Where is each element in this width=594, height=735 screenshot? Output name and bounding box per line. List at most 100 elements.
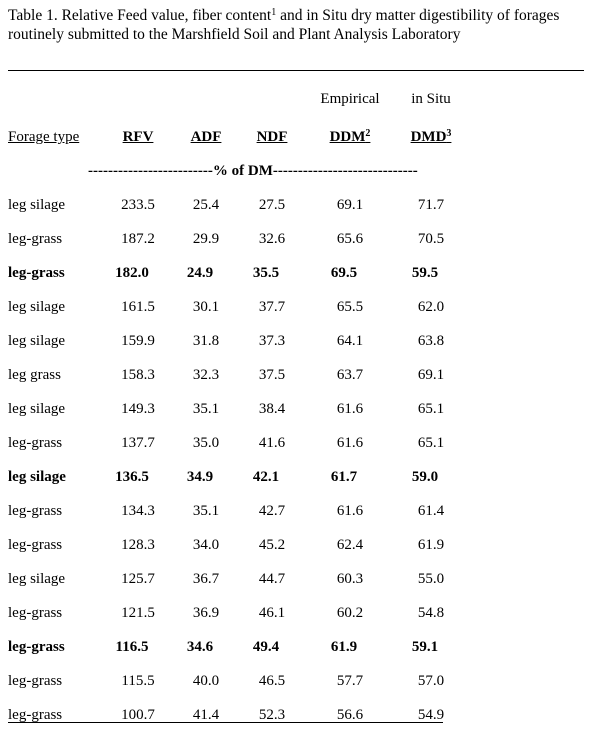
value-cell: 34.9: [186, 469, 214, 485]
value-cell: 57.0: [417, 673, 445, 689]
value-cell: 128.3: [121, 537, 155, 553]
value-cell: 60.2: [336, 605, 364, 621]
forage-type: leg-grass: [8, 265, 65, 281]
value-cell: 42.7: [258, 503, 286, 519]
value-cell: 115.5: [121, 673, 155, 689]
value-cell: 56.6: [336, 707, 364, 723]
footnote-mark: 3: [446, 128, 452, 139]
column-header: ADF: [191, 128, 222, 146]
column-header: RFV: [123, 128, 154, 146]
value-cell: 59.5: [411, 265, 439, 281]
value-cell: 61.9: [330, 639, 358, 655]
value-cell: 59.0: [411, 469, 439, 485]
value-cell: 37.7: [258, 299, 286, 315]
value-cell: 71.7: [417, 197, 445, 213]
value-cell: 69.1: [417, 367, 445, 383]
forage-type: leg-grass: [8, 231, 63, 247]
forage-type: leg silage: [8, 469, 66, 485]
value-cell: 30.1: [192, 299, 220, 315]
value-cell: 63.7: [336, 367, 364, 383]
footnote-mark: 1: [271, 7, 277, 18]
header-text: ADF: [190, 129, 222, 145]
value-cell: 161.5: [121, 299, 155, 315]
value-cell: 62.0: [417, 299, 445, 315]
value-cell: 70.5: [417, 231, 445, 247]
value-cell: 31.8: [192, 333, 220, 349]
value-cell: 37.5: [258, 367, 286, 383]
value-cell: 187.2: [121, 231, 155, 247]
value-cell: 233.5: [121, 197, 155, 213]
forage-type: leg-grass: [8, 707, 63, 723]
value-cell: 35.1: [192, 503, 220, 519]
units: -------------------------% of DM--------…: [88, 163, 418, 179]
value-cell: 149.3: [121, 401, 155, 417]
value-cell: 46.5: [258, 673, 286, 689]
value-cell: 42.1: [252, 469, 280, 485]
value-cell: 57.7: [336, 673, 364, 689]
value-cell: 62.4: [336, 537, 364, 553]
value-cell: 34.0: [192, 537, 220, 553]
value-cell: 49.4: [252, 639, 280, 655]
value-cell: 41.4: [192, 707, 220, 723]
value-cell: 63.8: [417, 333, 445, 349]
column-header: DMD3: [411, 128, 452, 146]
value-cell: 159.9: [121, 333, 155, 349]
value-cell: 69.1: [336, 197, 364, 213]
value-cell: 182.0: [115, 265, 149, 281]
value-cell: 55.0: [417, 571, 445, 587]
separator: [8, 70, 584, 71]
column-header: NDF: [257, 128, 288, 146]
value-cell: 35.1: [192, 401, 220, 417]
value-cell: 25.4: [192, 197, 220, 213]
header-text: DMD: [410, 129, 447, 145]
forage-type: leg silage: [8, 401, 66, 417]
group-header: Empirical: [320, 91, 380, 107]
forage-type: leg-grass: [8, 639, 65, 655]
value-cell: 136.5: [115, 469, 149, 485]
forage-type: leg-grass: [8, 673, 63, 689]
value-cell: 36.9: [192, 605, 220, 621]
value-cell: 64.1: [336, 333, 364, 349]
value-cell: 34.6: [186, 639, 214, 655]
value-cell: 35.5: [252, 265, 280, 281]
value-cell: 65.1: [417, 401, 445, 417]
header-text: Forage type: [8, 129, 80, 145]
value-cell: 125.7: [121, 571, 155, 587]
value-cell: 44.7: [258, 571, 286, 587]
column-header: DDM2: [330, 128, 371, 146]
value-cell: 54.9: [417, 707, 445, 723]
column-header: Forage type: [8, 128, 79, 146]
forage-type: leg-grass: [8, 435, 63, 451]
value-cell: 137.7: [121, 435, 155, 451]
value-cell: 61.9: [417, 537, 445, 553]
value-cell: 65.6: [336, 231, 364, 247]
value-cell: 45.2: [258, 537, 286, 553]
value-cell: 61.6: [336, 503, 364, 519]
value-cell: 116.5: [115, 639, 149, 655]
header-text: NDF: [256, 129, 288, 145]
value-cell: 32.3: [192, 367, 220, 383]
value-cell: 100.7: [121, 707, 155, 723]
bottom-rule: [8, 722, 443, 723]
value-cell: 61.4: [417, 503, 445, 519]
value-cell: 69.5: [330, 265, 358, 281]
caption-text: Table 1. Relative Feed value, fiber cont…: [8, 7, 272, 24]
header-text: DDM: [329, 129, 366, 145]
forage-type: leg silage: [8, 197, 66, 213]
footnote-mark: 2: [365, 128, 371, 139]
caption-text: and in Situ dry matter digestibility of …: [8, 7, 560, 43]
value-cell: 52.3: [258, 707, 286, 723]
value-cell: 59.1: [411, 639, 439, 655]
value-cell: 29.9: [192, 231, 220, 247]
value-cell: 134.3: [121, 503, 155, 519]
value-cell: 41.6: [258, 435, 286, 451]
value-cell: 32.6: [258, 231, 286, 247]
value-cell: 61.7: [330, 469, 358, 485]
value-cell: 46.1: [258, 605, 286, 621]
value-cell: 60.3: [336, 571, 364, 587]
value-cell: 65.5: [336, 299, 364, 315]
forage-type: leg silage: [8, 333, 66, 349]
value-cell: 24.9: [186, 265, 214, 281]
forage-type: leg silage: [8, 299, 66, 315]
